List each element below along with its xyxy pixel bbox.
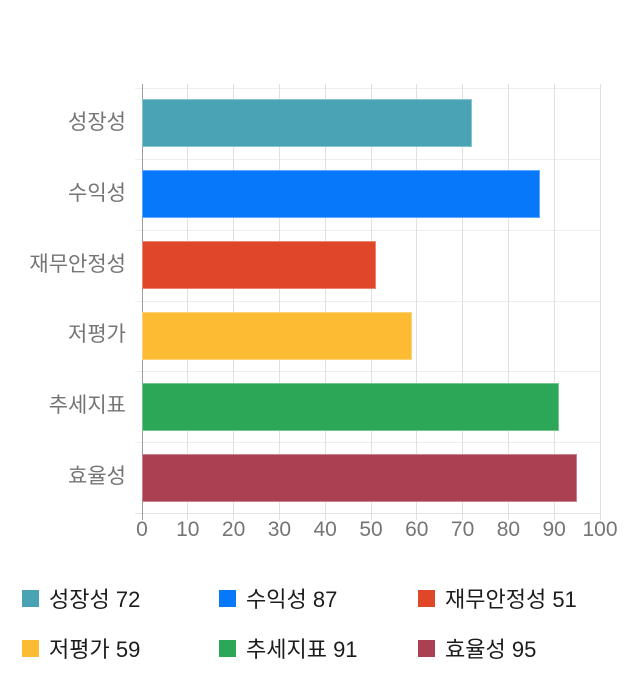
vertical-gridline xyxy=(278,84,280,520)
vertical-gridline xyxy=(553,84,555,520)
x-tick-label: 40 xyxy=(313,518,337,541)
bar-재무안정성[interactable] xyxy=(142,241,376,290)
x-tick-label: 80 xyxy=(496,518,521,541)
horizontal-gridline xyxy=(135,88,600,89)
horizontal-gridline xyxy=(135,300,600,302)
legend-item: 재무안정성 51 xyxy=(418,586,577,612)
legend-swatch xyxy=(418,589,435,607)
horizontal-gridline xyxy=(135,158,600,160)
legend-item: 저평가 59 xyxy=(22,636,140,662)
category-label: 성장성 xyxy=(68,111,126,134)
y-axis-baseline xyxy=(141,84,143,520)
category-label: 추세지표 xyxy=(48,394,126,418)
legend-item: 수익성 87 xyxy=(219,586,337,612)
x-axis: 0 10 20 30 40 50 60 70 80 90 100 xyxy=(136,518,617,546)
vertical-gridline xyxy=(187,84,189,520)
legend-label: 효율성 95 xyxy=(445,637,537,662)
bar-추세지표[interactable] xyxy=(142,382,559,431)
category-label: 저평가 xyxy=(68,323,126,347)
x-tick-label: 0 xyxy=(136,518,148,541)
plot-area xyxy=(135,84,601,520)
horizontal-gridline xyxy=(135,229,600,231)
vertical-gridline xyxy=(462,84,464,520)
horizontal-gridline xyxy=(135,371,600,373)
legend-label: 추세지표 91 xyxy=(246,637,358,662)
horizontal-gridline xyxy=(135,513,600,514)
vertical-gridline xyxy=(599,84,601,520)
vertical-gridline xyxy=(507,84,509,520)
legend-swatch xyxy=(22,639,39,657)
x-tick-label: 50 xyxy=(359,518,383,541)
category-label: 효율성 xyxy=(68,465,126,489)
horizontal-gridline xyxy=(135,442,600,444)
category-label: 수익성 xyxy=(68,181,126,205)
legend: 성장성 72 수익성 87 재무안정성 51 저평가 59 추세지표 91 효율성 95 xyxy=(0,586,640,696)
vertical-gridline xyxy=(324,84,326,520)
vertical-gridline xyxy=(370,84,372,520)
legend-swatch xyxy=(219,589,236,607)
bar-수익성[interactable] xyxy=(142,170,541,219)
vertical-gridline xyxy=(416,84,418,520)
legend-swatch xyxy=(418,639,435,657)
legend-label: 성장성 72 xyxy=(49,587,141,612)
legend-swatch xyxy=(22,589,39,607)
x-tick-label: 90 xyxy=(542,518,566,541)
legend-swatch xyxy=(219,639,236,657)
category-label: 재무안정성 xyxy=(29,252,126,276)
legend-label: 수익성 87 xyxy=(246,587,338,612)
vertical-gridline xyxy=(233,84,235,520)
legend-item: 효율성 95 xyxy=(418,636,536,662)
legend-label: 저평가 59 xyxy=(49,637,141,662)
x-tick-label: 10 xyxy=(176,518,200,541)
x-tick-label: 30 xyxy=(267,518,292,541)
legend-item: 추세지표 91 xyxy=(219,636,358,662)
x-tick-label: 20 xyxy=(221,518,246,541)
x-tick-label: 100 xyxy=(582,518,618,541)
x-tick-label: 60 xyxy=(405,518,429,541)
bar-저평가[interactable] xyxy=(142,311,413,360)
legend-item: 성장성 72 xyxy=(22,586,140,612)
bar-효율성[interactable] xyxy=(142,453,578,502)
x-tick-label: 70 xyxy=(450,518,475,541)
bar-성장성[interactable] xyxy=(142,99,472,148)
legend-label: 재무안정성 51 xyxy=(445,587,577,612)
